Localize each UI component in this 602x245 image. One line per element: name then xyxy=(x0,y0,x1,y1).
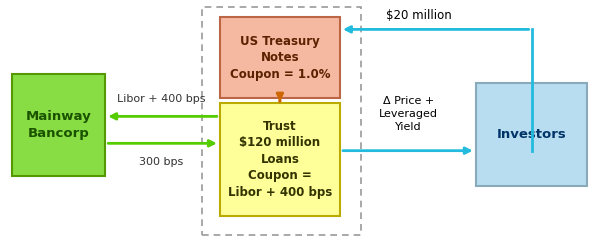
Text: US Treasury
Notes
Coupon = 1.0%: US Treasury Notes Coupon = 1.0% xyxy=(230,35,330,81)
FancyBboxPatch shape xyxy=(476,83,587,186)
Text: Investors: Investors xyxy=(497,128,566,141)
FancyBboxPatch shape xyxy=(220,17,340,98)
Bar xyxy=(202,7,361,235)
FancyBboxPatch shape xyxy=(220,103,340,216)
Text: Libor + 400 bps: Libor + 400 bps xyxy=(117,94,206,104)
Text: Mainway
Bancorp: Mainway Bancorp xyxy=(26,110,92,140)
FancyBboxPatch shape xyxy=(12,74,105,176)
Text: Δ Price +
Leveraged
Yield: Δ Price + Leveraged Yield xyxy=(379,96,438,132)
Text: Trust
$120 million
Loans
Coupon =
Libor + 400 bps: Trust $120 million Loans Coupon = Libor … xyxy=(228,120,332,199)
Text: 300 bps: 300 bps xyxy=(139,157,184,167)
Text: $20 million: $20 million xyxy=(385,9,452,23)
